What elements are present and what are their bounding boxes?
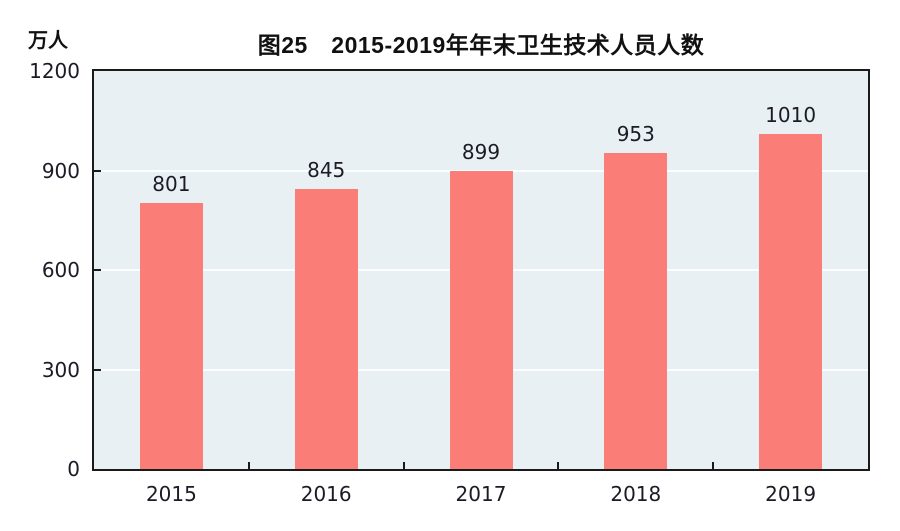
x-tick-label: 2016 [300, 482, 352, 506]
x-tick-mark [402, 462, 405, 469]
bar [294, 188, 358, 469]
bar-value-label: 1010 [765, 103, 817, 128]
y-tick-mark [94, 169, 101, 172]
x-tick-mark [557, 462, 560, 469]
gridline [94, 169, 868, 172]
x-tick-mark [247, 462, 250, 469]
bar-value-label: 899 [461, 139, 501, 164]
bar-value-label: 845 [307, 157, 346, 182]
bar [449, 170, 513, 469]
chart-title: 图25 2015-2019年年末卫生技术人员人数 [257, 32, 705, 58]
y-tick-label: 300 [41, 357, 80, 382]
plot-area: 801 845 899 953 1010 [92, 69, 870, 471]
bar-value-label: 801 [152, 172, 191, 197]
y-axis-unit-label: 万人 [28, 30, 68, 52]
y-tick-label: 0 [67, 457, 80, 481]
bar [759, 134, 823, 469]
y-tick-label: 1200 [29, 59, 80, 83]
bar-value-label: 953 [616, 121, 655, 146]
x-tick-label: 2019 [765, 482, 817, 506]
x-tick-label: 2015 [145, 482, 197, 506]
y-tick-label: 600 [41, 258, 80, 282]
x-tick-label: 2017 [455, 482, 507, 506]
bar [139, 203, 203, 469]
bar [604, 152, 668, 469]
x-tick-mark [712, 462, 715, 469]
y-tick-mark [94, 368, 101, 371]
y-tick-label: 900 [41, 158, 80, 183]
y-tick-mark [94, 269, 101, 271]
x-tick-label: 2018 [610, 482, 662, 506]
